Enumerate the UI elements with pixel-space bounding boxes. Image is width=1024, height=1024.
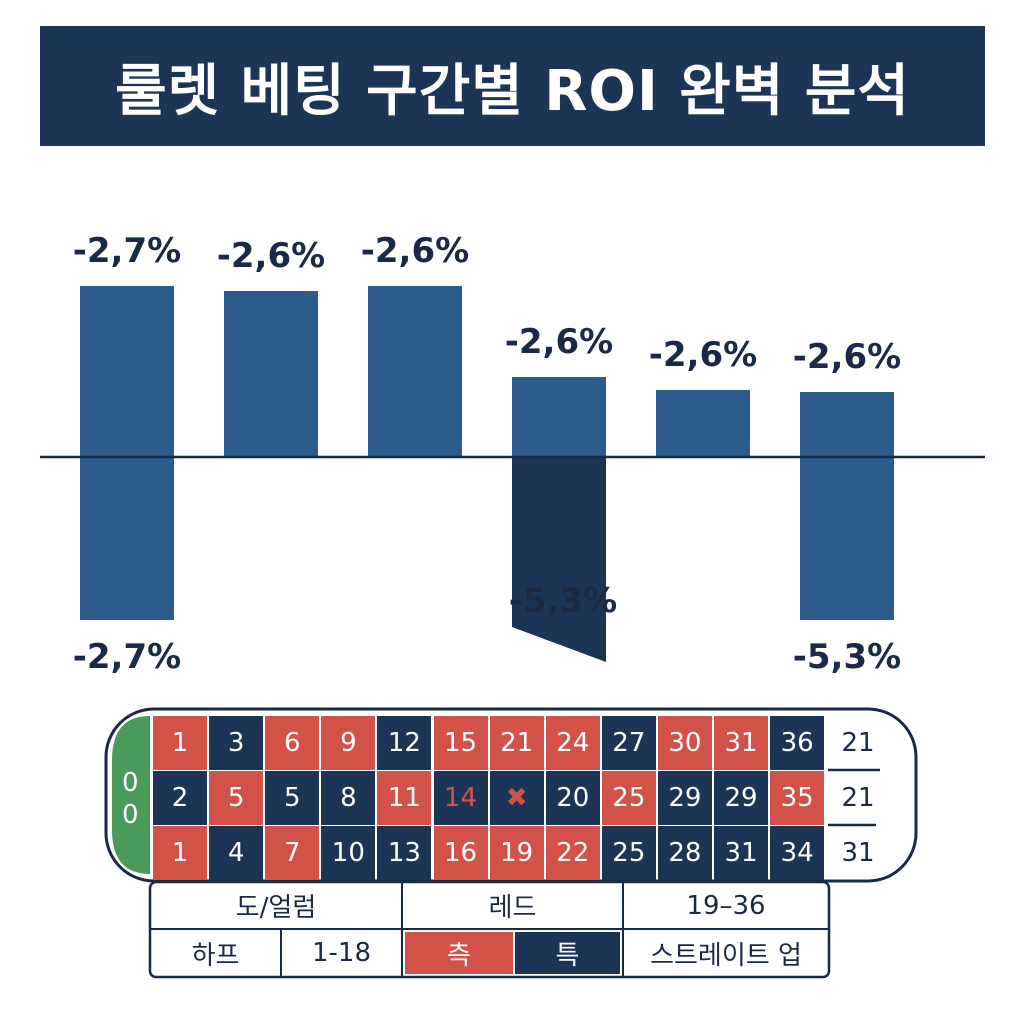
bottom-dozen-label[interactable]: 도/얼럼 <box>235 893 317 923</box>
number-cell[interactable]: 34 <box>770 826 825 880</box>
number-cell[interactable]: 29 <box>657 771 712 825</box>
zero-bottom[interactable]: 0 <box>122 800 139 830</box>
number-cell[interactable]: 31 <box>714 716 769 770</box>
upper-value-label-3: -2,6% <box>505 322 613 362</box>
number-cell[interactable]: 22 <box>545 826 600 880</box>
upper-value-label-2: -2,6% <box>361 231 469 271</box>
number-cell[interactable]: 36 <box>770 716 825 770</box>
bottom-half-label[interactable]: 하프 <box>191 940 240 971</box>
lower-value-label-5: -5,3% <box>793 637 901 677</box>
number-cell[interactable]: 21 <box>489 716 544 770</box>
number-cell[interactable]: 1 <box>153 716 208 770</box>
number-cell[interactable]: 11 <box>377 771 432 825</box>
number-cell[interactable]: 29 <box>714 771 769 825</box>
number-cell[interactable]: 7 <box>265 826 320 880</box>
cross-icon[interactable]: ✖ <box>489 771 544 825</box>
chart-title: 룰렛 베팅 구간별 ROI 완벽 분석 <box>115 58 910 124</box>
bottom-black-box[interactable]: 특 <box>555 940 580 971</box>
upper-value-label-0: -2,7% <box>73 231 181 271</box>
bar-lower-0 <box>80 457 174 620</box>
bar-lower-5 <box>800 457 894 620</box>
number-cell[interactable]: 5 <box>209 771 264 825</box>
number-cell[interactable]: 20 <box>545 771 600 825</box>
bottom-low-label[interactable]: 1-18 <box>311 938 371 968</box>
column-bet-cell[interactable]: 31 <box>841 838 875 868</box>
number-cell[interactable]: 9 <box>321 716 376 770</box>
bar-upper-1 <box>224 291 318 457</box>
number-cell[interactable]: 15 <box>433 716 488 770</box>
number-cell[interactable]: 31 <box>714 826 769 880</box>
number-cell[interactable]: 2 <box>153 771 208 825</box>
number-cell[interactable]: 3 <box>209 716 264 770</box>
bottom-straight-label[interactable]: 스트레이트 업 <box>650 940 802 971</box>
number-cell[interactable]: 12 <box>377 716 432 770</box>
number-cell[interactable]: 30 <box>657 716 712 770</box>
zero-top[interactable]: 0 <box>122 768 139 798</box>
number-cell[interactable]: 6 <box>265 716 320 770</box>
number-cell[interactable]: 16 <box>433 826 488 880</box>
number-cell[interactable]: 4 <box>209 826 264 880</box>
bar-upper-0 <box>80 286 174 457</box>
column-bet-cell[interactable]: 21 <box>841 783 875 813</box>
bottom-red-label[interactable]: 레드 <box>488 893 537 923</box>
number-cell[interactable]: 8 <box>321 771 376 825</box>
bar-upper-5 <box>800 392 894 457</box>
bar-upper-2 <box>368 286 462 457</box>
number-cell[interactable]: 13 <box>377 826 432 880</box>
number-cell[interactable]: 35 <box>770 771 825 825</box>
bar-lower-3 <box>512 457 606 662</box>
number-cell[interactable]: 27 <box>601 716 656 770</box>
number-cell[interactable]: 19 <box>489 826 544 880</box>
number-cell[interactable]: 5 <box>265 771 320 825</box>
number-cell[interactable]: 1 <box>153 826 208 880</box>
bar-upper-3 <box>512 377 606 457</box>
lower-value-label-0: -2,7% <box>73 637 181 677</box>
title-bar: 룰렛 베팅 구간별 ROI 완벽 분석 <box>40 26 985 146</box>
number-cell[interactable]: 24 <box>545 716 600 770</box>
upper-value-label-5: -2,6% <box>793 337 901 377</box>
bottom-red-box[interactable]: 측 <box>447 940 471 971</box>
bottom-high-label[interactable]: 19–36 <box>686 890 766 921</box>
number-cell[interactable]: 25 <box>601 826 656 880</box>
column-bet-cell[interactable]: 21 <box>841 728 875 758</box>
upper-value-label-1: -2,6% <box>217 236 325 276</box>
number-cell[interactable]: 10 <box>321 826 376 880</box>
number-cell[interactable]: 28 <box>657 826 712 880</box>
number-cell[interactable]: 14 <box>433 771 488 825</box>
bar-upper-4 <box>656 390 750 457</box>
lower-value-label-3: -5,3% <box>509 581 617 621</box>
number-cell[interactable]: 25 <box>601 771 656 825</box>
roi-bar-chart: -2,7% -2,6% -2,6% -2,6% -2,6% -2,6% -2,7% -5,3%… <box>40 231 985 677</box>
upper-value-label-4: -2,6% <box>649 335 757 375</box>
